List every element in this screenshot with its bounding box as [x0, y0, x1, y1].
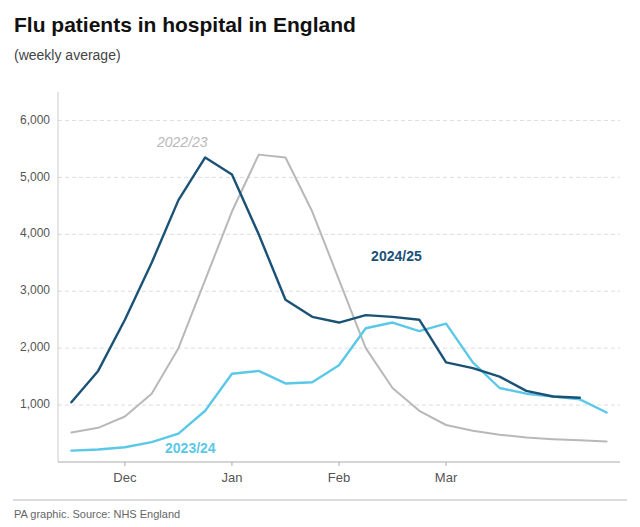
series-label: 2022/23 — [156, 134, 208, 150]
y-tick-label: 4,000 — [20, 226, 50, 240]
y-axis-line — [58, 92, 59, 462]
y-tick-label: 2,000 — [20, 340, 50, 354]
x-tick-label: Dec — [113, 470, 137, 485]
y-tick-label: 3,000 — [20, 283, 50, 297]
source-rule — [13, 500, 627, 501]
series-line — [71, 323, 606, 451]
title: Flu patients in hospital in England — [14, 13, 356, 36]
x-tick — [446, 462, 447, 466]
y-tick-label: 5,000 — [20, 170, 50, 184]
series-line — [71, 155, 606, 442]
series-line — [71, 157, 579, 402]
chart: Flu patients in hospital in England (week… — [0, 0, 640, 527]
grid-line — [58, 120, 620, 121]
grid-line — [58, 177, 620, 178]
source: PA graphic. Source: NHS England — [14, 508, 180, 520]
x-tick — [339, 462, 340, 466]
grid-line — [58, 405, 620, 406]
x-tick-label: Feb — [328, 470, 350, 485]
x-tick — [231, 462, 232, 466]
x-tick-label: Mar — [435, 470, 458, 485]
subtitle: (weekly average) — [14, 47, 121, 63]
series-label: 2023/24 — [165, 440, 216, 456]
y-tick-label: 6,000 — [20, 113, 50, 127]
grid-line — [58, 291, 620, 292]
y-tick-label: 1,000 — [20, 397, 50, 411]
lines — [71, 155, 606, 451]
x-tick — [124, 462, 125, 466]
grid-line — [58, 234, 620, 235]
grid-line — [58, 348, 620, 349]
x-tick-label: Jan — [221, 470, 242, 485]
series-label: 2024/25 — [371, 248, 422, 264]
